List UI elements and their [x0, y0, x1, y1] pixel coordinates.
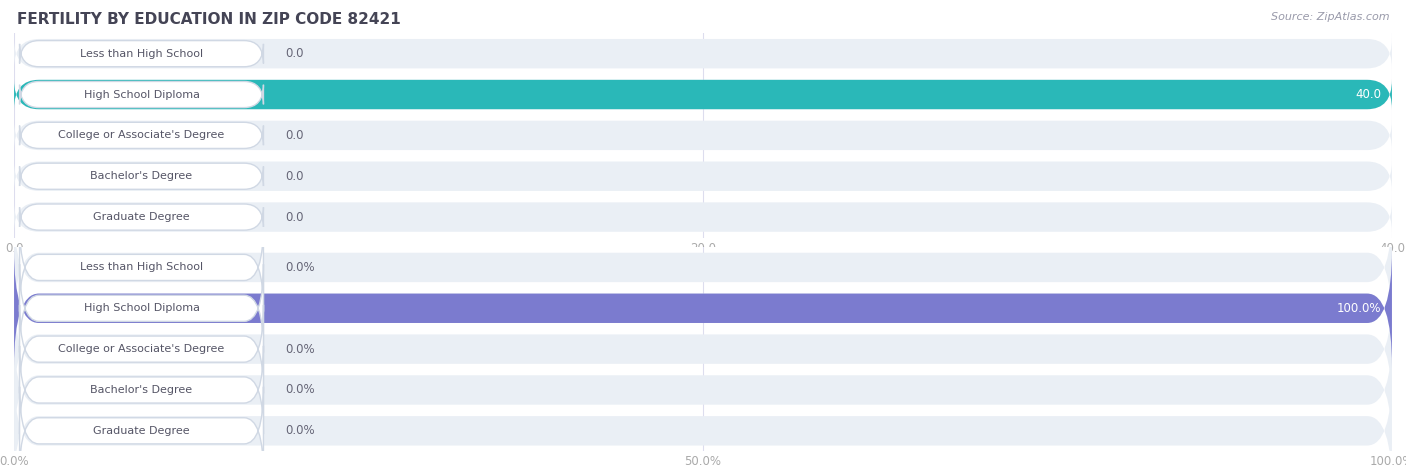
FancyBboxPatch shape — [20, 305, 263, 393]
Text: 0.0: 0.0 — [285, 170, 304, 183]
FancyBboxPatch shape — [20, 163, 263, 190]
Text: FERTILITY BY EDUCATION IN ZIP CODE 82421: FERTILITY BY EDUCATION IN ZIP CODE 82421 — [17, 12, 401, 27]
FancyBboxPatch shape — [14, 209, 1392, 326]
FancyBboxPatch shape — [20, 264, 263, 352]
Text: Graduate Degree: Graduate Degree — [93, 426, 190, 436]
Text: 0.0%: 0.0% — [285, 424, 315, 437]
Text: 40.0: 40.0 — [1355, 88, 1381, 101]
Text: Bachelor's Degree: Bachelor's Degree — [90, 171, 193, 181]
Text: Source: ZipAtlas.com: Source: ZipAtlas.com — [1271, 12, 1389, 22]
FancyBboxPatch shape — [14, 80, 1392, 109]
FancyBboxPatch shape — [20, 387, 263, 475]
FancyBboxPatch shape — [14, 202, 1392, 232]
Text: 0.0: 0.0 — [285, 47, 304, 60]
Text: 0.0: 0.0 — [285, 210, 304, 224]
FancyBboxPatch shape — [20, 223, 263, 312]
Text: 0.0%: 0.0% — [285, 342, 315, 356]
FancyBboxPatch shape — [14, 372, 1392, 475]
Text: High School Diploma: High School Diploma — [83, 303, 200, 314]
FancyBboxPatch shape — [14, 249, 1392, 367]
Text: High School Diploma: High School Diploma — [83, 89, 200, 100]
Text: College or Associate's Degree: College or Associate's Degree — [59, 344, 225, 354]
FancyBboxPatch shape — [14, 162, 1392, 191]
Text: 0.0: 0.0 — [285, 129, 304, 142]
Text: College or Associate's Degree: College or Associate's Degree — [59, 130, 225, 141]
Text: Bachelor's Degree: Bachelor's Degree — [90, 385, 193, 395]
Text: Graduate Degree: Graduate Degree — [93, 212, 190, 222]
FancyBboxPatch shape — [14, 331, 1392, 449]
FancyBboxPatch shape — [20, 81, 263, 108]
Text: 0.0%: 0.0% — [285, 383, 315, 397]
FancyBboxPatch shape — [20, 40, 263, 67]
Text: Less than High School: Less than High School — [80, 48, 202, 59]
Text: 100.0%: 100.0% — [1337, 302, 1381, 315]
FancyBboxPatch shape — [14, 80, 1392, 109]
FancyBboxPatch shape — [14, 249, 1392, 367]
FancyBboxPatch shape — [14, 39, 1392, 68]
Text: 0.0%: 0.0% — [285, 261, 315, 274]
FancyBboxPatch shape — [14, 121, 1392, 150]
FancyBboxPatch shape — [20, 204, 263, 230]
FancyBboxPatch shape — [14, 290, 1392, 408]
Text: Less than High School: Less than High School — [80, 262, 202, 273]
FancyBboxPatch shape — [20, 122, 263, 149]
FancyBboxPatch shape — [20, 346, 263, 434]
